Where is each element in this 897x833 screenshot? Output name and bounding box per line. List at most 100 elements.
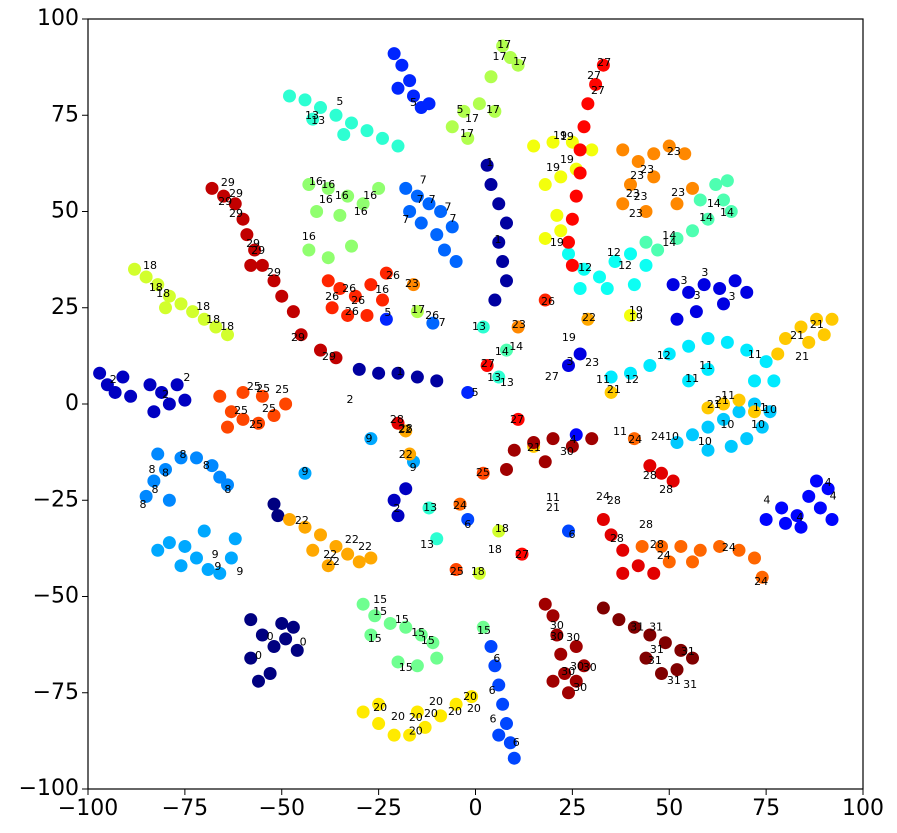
point: [449, 563, 463, 577]
point: [538, 455, 552, 469]
point-label: 23: [512, 318, 526, 331]
point: [472, 566, 486, 580]
point-label: 19: [629, 304, 643, 317]
point-label: 17: [493, 50, 507, 63]
point: [434, 205, 448, 218]
point: [616, 197, 630, 211]
point-label: 21: [546, 501, 560, 514]
point-label: 29: [322, 350, 336, 363]
point: [596, 513, 610, 526]
point-label: 18: [143, 259, 157, 272]
point: [500, 343, 513, 357]
point-label: 17: [465, 112, 479, 125]
point-label: 9: [365, 432, 372, 445]
point-label: 26: [425, 309, 439, 322]
point: [302, 243, 316, 257]
point: [356, 597, 370, 611]
point: [329, 539, 343, 553]
point: [569, 674, 583, 688]
point: [701, 362, 715, 376]
point-label: 20: [409, 724, 423, 737]
point: [709, 178, 723, 192]
point: [155, 385, 169, 399]
point: [802, 335, 816, 349]
point: [174, 559, 188, 573]
point: [550, 208, 564, 222]
point: [728, 274, 742, 288]
point: [488, 104, 502, 118]
point-label: 11: [685, 372, 699, 385]
point: [748, 374, 761, 388]
point: [151, 278, 165, 292]
point-label: 13: [500, 376, 514, 389]
point: [244, 258, 258, 272]
point-label: 17: [497, 38, 511, 51]
point-label: 18: [156, 287, 170, 300]
point: [670, 312, 684, 326]
point-label: 11: [613, 425, 627, 438]
point-label: 24: [651, 430, 665, 443]
point: [252, 416, 265, 430]
point-label: 18: [220, 320, 234, 333]
point: [255, 258, 269, 272]
x-tick-label: 0: [469, 796, 483, 821]
point: [717, 297, 730, 311]
point: [159, 462, 172, 476]
point: [585, 143, 599, 157]
point: [410, 705, 424, 719]
point: [407, 89, 420, 103]
point: [162, 493, 176, 507]
point-label: 5: [457, 103, 464, 116]
point: [662, 555, 676, 569]
point: [492, 197, 506, 211]
point-label: 8: [148, 463, 155, 476]
point: [717, 193, 730, 207]
y-tick-label: 75: [51, 102, 79, 127]
point: [527, 436, 541, 449]
point: [290, 643, 304, 657]
point-label: 23: [630, 169, 644, 182]
point: [701, 212, 715, 226]
point: [651, 243, 665, 257]
point: [627, 278, 641, 292]
point: [298, 93, 312, 107]
point-label: 4: [825, 476, 832, 489]
point: [779, 516, 792, 530]
point-label: 20: [463, 690, 477, 703]
point: [643, 628, 657, 642]
point-label: 7: [444, 201, 451, 214]
point: [434, 709, 448, 723]
point-label: 11: [596, 373, 610, 386]
point-label: 30: [561, 665, 575, 678]
point-label: 25: [476, 466, 490, 479]
point: [720, 335, 734, 349]
point: [283, 89, 296, 103]
point: [240, 228, 254, 242]
point-label: 26: [325, 290, 339, 303]
point: [329, 108, 343, 122]
point-label: 27: [510, 413, 524, 426]
point: [484, 70, 498, 84]
point: [585, 432, 599, 446]
point: [779, 332, 792, 346]
point: [383, 616, 397, 630]
point: [763, 405, 777, 419]
point: [740, 285, 754, 299]
point: [178, 539, 192, 553]
point: [724, 205, 738, 218]
point-label: 23: [405, 277, 419, 290]
point: [581, 312, 595, 326]
point-label: 2: [183, 371, 190, 384]
point: [387, 493, 401, 507]
point: [635, 539, 649, 553]
point-label: 21: [607, 383, 621, 396]
point: [399, 181, 413, 195]
point: [221, 328, 234, 342]
point: [565, 258, 579, 272]
point: [93, 366, 107, 380]
point-label: 3: [567, 355, 574, 368]
axes: −100 −75 −50 −25 0 25 50 75 100−100−75−50−250255…: [19, 6, 884, 821]
point: [732, 393, 746, 407]
point: [438, 243, 451, 257]
